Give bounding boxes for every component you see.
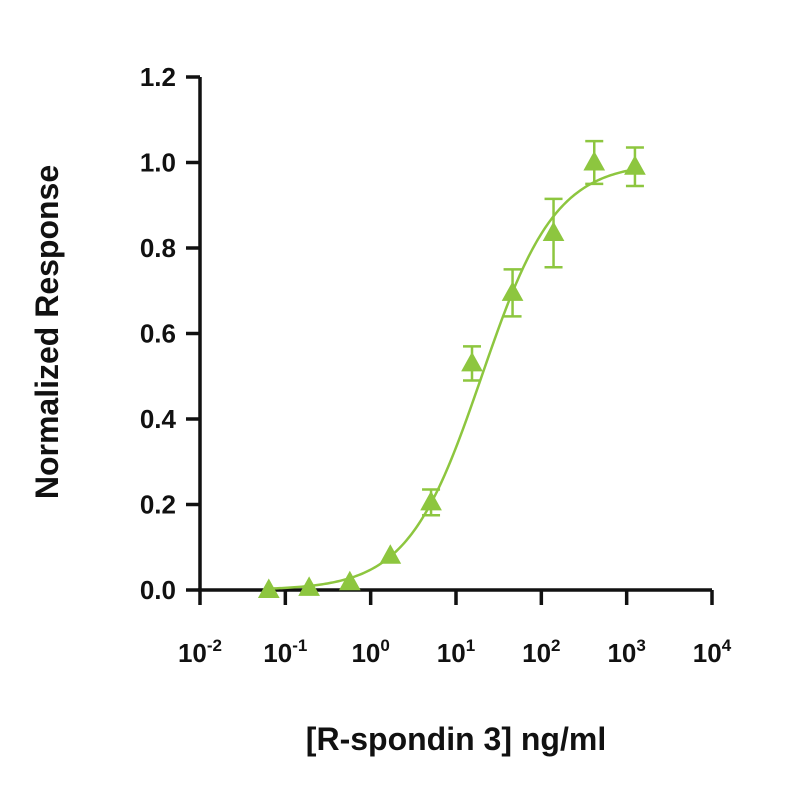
x-tick-base: 10 <box>178 638 207 668</box>
data-point-triangle <box>501 281 524 301</box>
x-tick-base: 10 <box>693 638 722 668</box>
data-point-triangle <box>461 351 483 372</box>
y-tick-label: 1.2 <box>140 62 176 92</box>
y-tick-label: 0.2 <box>140 490 176 520</box>
x-tick-base: 10 <box>351 638 380 668</box>
error-bars <box>422 139 644 517</box>
x-tick-base: 10 <box>437 638 466 668</box>
x-tick-base: 10 <box>522 638 551 668</box>
y-tick-label: 0.6 <box>140 319 176 349</box>
data-point-triangle <box>624 155 646 175</box>
x-axis-title: [R-spondin 3] ng/ml <box>306 721 606 757</box>
x-tick-base: 10 <box>263 638 292 668</box>
y-tick-label: 1.0 <box>140 148 176 178</box>
x-tick-exponent: 0 <box>380 636 389 655</box>
fit-curve <box>268 168 636 590</box>
x-tick-label: 104 <box>693 636 732 668</box>
x-tick-label: 10-1 <box>263 636 307 668</box>
data-point-triangle <box>257 578 280 598</box>
x-tick-exponent: -2 <box>207 636 222 655</box>
data-point-triangle <box>379 544 402 564</box>
y-axis-title: Normalized Response <box>29 165 65 499</box>
data-point-triangle <box>420 490 442 511</box>
y-tick-label: 0.0 <box>140 575 176 605</box>
data-point-triangle <box>583 150 606 171</box>
y-tick-label: 0.8 <box>140 233 176 263</box>
data-points <box>257 150 646 598</box>
y-tick-label: 0.4 <box>140 404 177 434</box>
y-ticks: 0.0 0.2 0.4 0.6 0.8 1.0 1.2 <box>140 62 200 605</box>
x-tick-exponent: 3 <box>636 636 645 655</box>
data-point-triangle <box>542 221 565 242</box>
data-point-triangle <box>338 570 361 591</box>
x-ticks: 10-2 10-1 100 101 102 103 104 <box>178 590 732 668</box>
x-tick-label: 101 <box>437 636 475 668</box>
x-tick-label: 10-2 <box>178 636 222 668</box>
x-tick-exponent: 4 <box>722 636 732 655</box>
data-point-triangle <box>298 576 320 596</box>
x-tick-exponent: -1 <box>292 636 307 655</box>
x-tick-label: 103 <box>607 636 645 668</box>
x-tick-exponent: 1 <box>466 636 475 655</box>
x-tick-label: 100 <box>351 636 389 668</box>
x-tick-label: 102 <box>522 636 560 668</box>
x-tick-exponent: 2 <box>551 636 560 655</box>
x-tick-base: 10 <box>607 638 636 668</box>
